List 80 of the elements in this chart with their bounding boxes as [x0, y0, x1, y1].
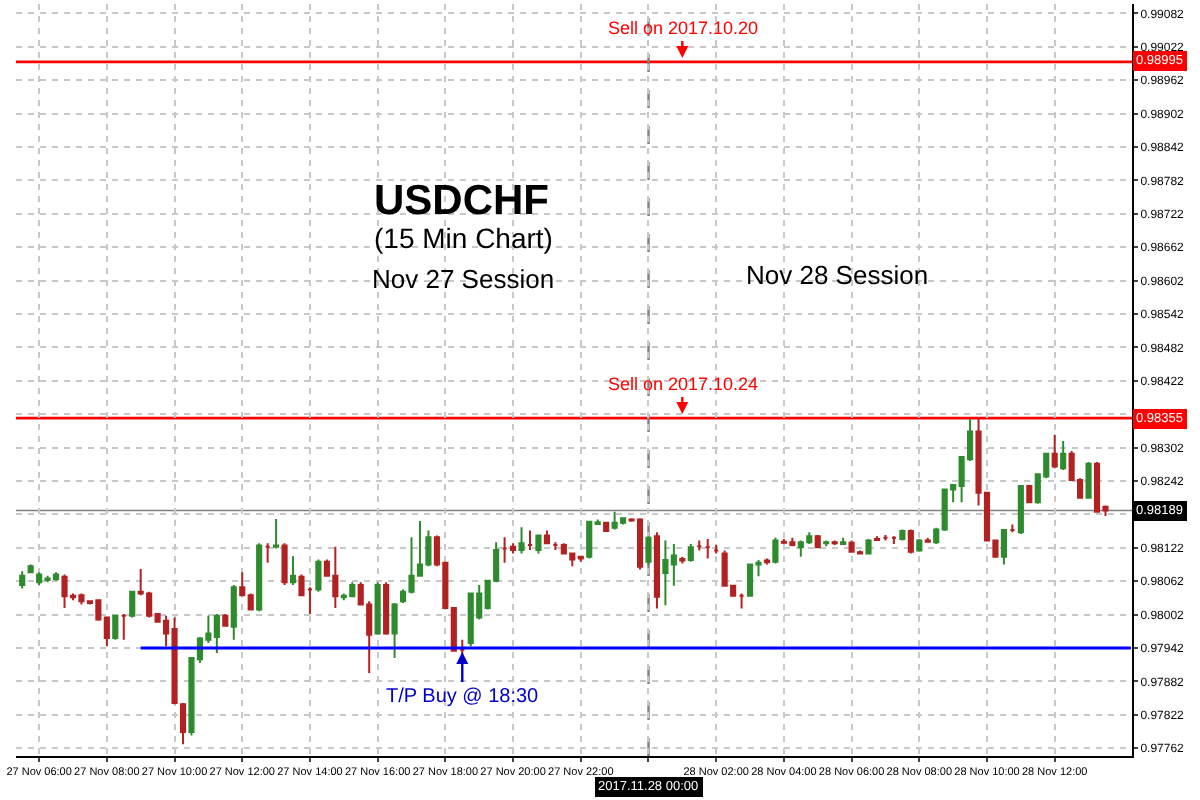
candlestick	[713, 544, 720, 555]
candlestick	[383, 581, 390, 636]
candlestick	[687, 542, 694, 563]
annotation: T/P Buy @ 18:30	[386, 686, 540, 708]
candlestick	[332, 545, 339, 609]
candlestick	[856, 549, 864, 556]
candlestick	[27, 563, 34, 574]
candlestick	[467, 592, 474, 648]
candlestick	[679, 555, 686, 565]
candlestick	[315, 558, 322, 593]
candlestick	[1085, 461, 1092, 500]
candlestick	[620, 517, 627, 526]
candlestick	[374, 581, 381, 636]
candlestick	[1026, 483, 1033, 504]
candlestick	[873, 535, 881, 542]
candlestick	[696, 539, 703, 552]
text: (15 Min Chart)	[374, 222, 553, 254]
candlestick	[518, 526, 525, 555]
candlestick	[256, 542, 263, 613]
candlestick	[882, 534, 889, 542]
candlestick	[129, 590, 136, 619]
candlestick	[645, 535, 652, 566]
candlestick	[586, 520, 593, 560]
candlestick	[264, 542, 271, 564]
candlestick	[916, 537, 923, 553]
candlestick	[112, 614, 119, 641]
candlestick	[789, 536, 796, 548]
candlestick	[1017, 485, 1024, 535]
candlestick	[636, 517, 644, 571]
candlestick	[662, 539, 669, 607]
candlestick	[653, 531, 661, 610]
candlestick	[814, 534, 821, 549]
candlestick	[78, 592, 85, 606]
candlestick	[222, 613, 229, 628]
candlestick	[603, 520, 610, 533]
candlestick	[52, 571, 60, 582]
candlestick	[1009, 523, 1016, 534]
text: USDCHF	[374, 178, 550, 224]
candlestick	[535, 534, 542, 555]
candlestick	[890, 535, 897, 545]
candlestick	[907, 528, 914, 555]
candlestick	[391, 601, 398, 660]
candlestick	[899, 528, 906, 542]
candlestick	[704, 537, 711, 560]
candlestick	[543, 529, 550, 545]
candlestick	[848, 539, 855, 553]
candlestick	[924, 536, 931, 544]
candlestick	[36, 571, 43, 587]
candlestick	[772, 536, 779, 565]
candlestick	[746, 562, 754, 598]
candlestick	[510, 542, 517, 555]
candlestick	[552, 541, 559, 552]
candlestick	[281, 542, 288, 587]
candlestick	[120, 613, 127, 641]
candlestick	[797, 539, 804, 558]
candlestick	[61, 573, 68, 609]
candlestick	[289, 555, 297, 587]
candlestick	[1000, 529, 1007, 566]
candlestick	[230, 584, 237, 641]
annotation: Nov 28 Session	[746, 260, 929, 290]
candlestick	[763, 557, 771, 566]
candlestick	[840, 536, 847, 547]
candlestick	[865, 537, 872, 556]
candlestick	[213, 613, 220, 655]
candlestick	[611, 510, 618, 531]
candlestick	[780, 537, 787, 545]
candlestick	[1060, 439, 1067, 471]
annotation: Sell on 2017.10.20	[608, 18, 759, 38]
candlestick	[19, 570, 26, 590]
candlestick	[44, 574, 51, 584]
candlestick	[823, 539, 830, 548]
annotation: Sell on 2017.10.24	[608, 374, 759, 394]
candlestick	[738, 592, 745, 610]
candlestick	[1093, 461, 1101, 513]
candlestick	[1051, 433, 1058, 470]
candlestick	[349, 581, 356, 598]
candlestick	[501, 536, 508, 564]
annotation: Nov 27 Session	[372, 264, 555, 294]
candlestick	[526, 529, 534, 552]
candlestick	[273, 517, 280, 550]
